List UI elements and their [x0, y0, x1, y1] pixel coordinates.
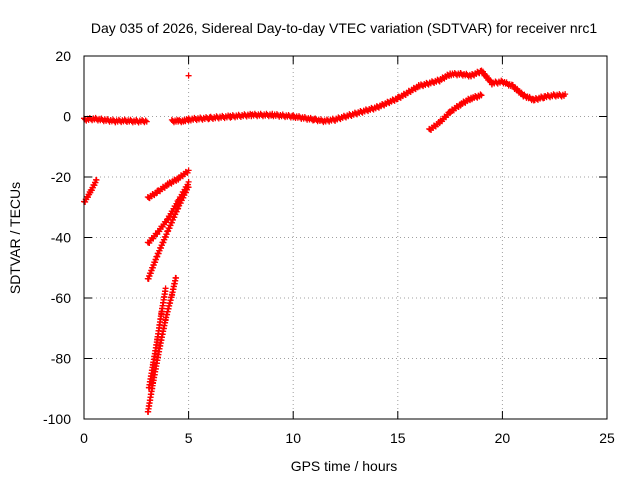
- x-tick-label: 10: [285, 430, 301, 446]
- data-segment-4: [144, 183, 192, 282]
- data-point: [562, 91, 569, 98]
- y-tick-label: -100: [43, 411, 71, 427]
- y-tick-label: -40: [51, 230, 71, 246]
- x-axis-label: GPS time / hours: [291, 458, 398, 474]
- x-tick-label: 0: [80, 430, 88, 446]
- data-segment-7: [168, 116, 192, 126]
- data-point: [173, 275, 180, 282]
- data-segment-8: [185, 72, 192, 79]
- x-tick-label: 5: [185, 430, 193, 446]
- data-segment-10: [426, 91, 485, 133]
- data-segment-0: [81, 114, 150, 126]
- data-segment-6: [145, 285, 169, 391]
- x-tick-label: 25: [599, 430, 615, 446]
- y-axis-label: SDTVAR / TECUs: [7, 182, 23, 294]
- x-tick-label: 20: [495, 430, 511, 446]
- data-segment-9: [185, 67, 569, 126]
- y-tick-label: 0: [63, 109, 71, 125]
- y-tick-label: -60: [51, 290, 71, 306]
- y-tick-label: -80: [51, 351, 71, 367]
- tick-labels: 0 5 10 15 20 25 -100 -80 -60 -40 -20 0 20: [43, 48, 615, 446]
- axis-ticks: [83, 55, 608, 420]
- chart-title: Day 035 of 2026, Sidereal Day-to-day VTE…: [91, 20, 597, 36]
- data-segment-3: [144, 178, 192, 246]
- data-point: [478, 92, 485, 99]
- data-segment-5: [144, 274, 180, 415]
- data-point: [142, 117, 149, 124]
- data-point: [185, 167, 192, 174]
- data-point: [477, 91, 484, 98]
- y-tick-label: -20: [51, 169, 71, 185]
- data-point: [162, 285, 169, 292]
- data-point: [185, 72, 192, 79]
- data-points: [81, 67, 569, 415]
- y-tick-label: 20: [55, 48, 71, 64]
- x-tick-label: 15: [390, 430, 406, 446]
- data-segment-2: [144, 167, 192, 202]
- data-point: [185, 184, 192, 191]
- data-point: [185, 178, 192, 185]
- data-point: [93, 177, 100, 184]
- data-point: [143, 118, 150, 125]
